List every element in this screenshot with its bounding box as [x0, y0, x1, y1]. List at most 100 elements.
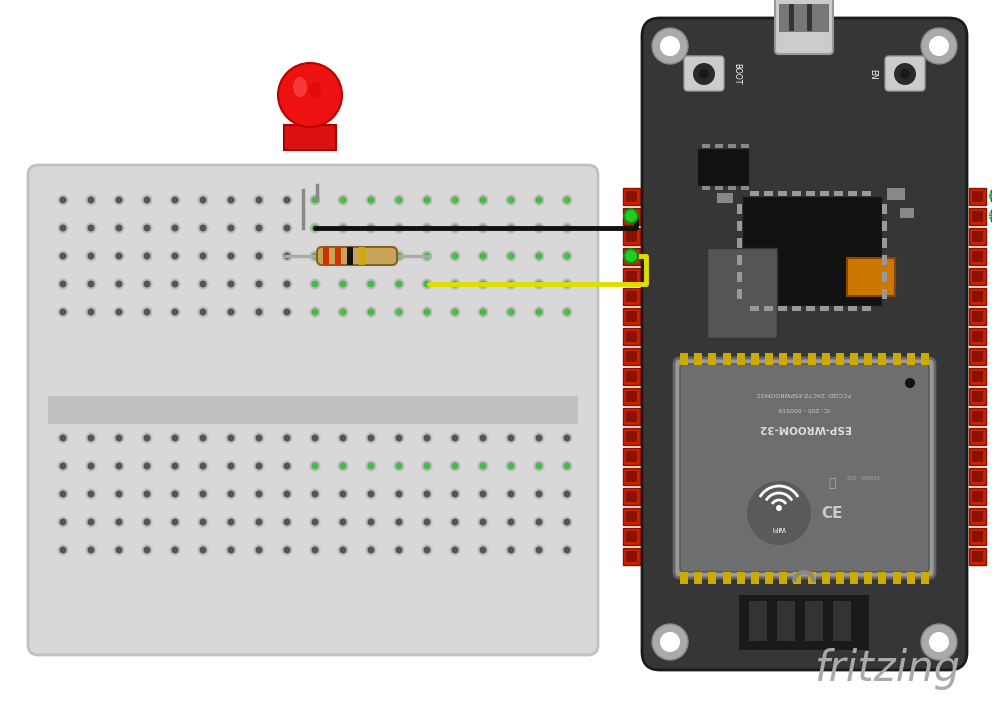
Circle shape [424, 281, 431, 288]
Circle shape [115, 281, 122, 288]
Circle shape [508, 281, 515, 288]
Bar [626, 511, 637, 522]
Circle shape [508, 225, 515, 231]
Circle shape [424, 309, 431, 316]
Bar [626, 291, 637, 302]
Circle shape [254, 432, 265, 443]
Circle shape [199, 518, 206, 526]
Bar [750, 191, 759, 196]
Circle shape [561, 223, 572, 233]
Circle shape [144, 309, 151, 316]
Circle shape [396, 281, 403, 288]
Text: D4: D4 [616, 271, 621, 281]
Bar [882, 238, 887, 248]
Bar [969, 288, 986, 305]
Bar [969, 368, 986, 385]
Bar [806, 306, 815, 311]
Circle shape [85, 516, 96, 528]
Circle shape [225, 251, 236, 261]
Circle shape [337, 432, 348, 443]
Text: EN: EN [988, 472, 992, 480]
Bar [623, 548, 640, 565]
Bar [626, 371, 637, 382]
Circle shape [87, 490, 94, 498]
Circle shape [172, 435, 179, 442]
Circle shape [144, 196, 151, 203]
Circle shape [115, 518, 122, 526]
Circle shape [282, 223, 293, 233]
FancyBboxPatch shape [674, 358, 935, 578]
Circle shape [58, 516, 68, 528]
Text: TX0: TX0 [616, 430, 621, 442]
Circle shape [534, 306, 545, 317]
Circle shape [508, 435, 515, 442]
Bar [623, 288, 640, 305]
Circle shape [197, 544, 208, 556]
Circle shape [60, 463, 66, 470]
Circle shape [227, 463, 234, 470]
Circle shape [227, 518, 234, 526]
Circle shape [144, 546, 151, 553]
Circle shape [337, 195, 348, 205]
Circle shape [337, 279, 348, 289]
Circle shape [310, 251, 320, 261]
Circle shape [254, 251, 265, 261]
Circle shape [337, 223, 348, 233]
Bar [882, 255, 887, 265]
Circle shape [199, 253, 206, 259]
Circle shape [479, 518, 486, 526]
Circle shape [449, 279, 460, 289]
Bar [792, 306, 801, 311]
Circle shape [451, 435, 458, 442]
Circle shape [142, 460, 153, 472]
Circle shape [115, 196, 122, 203]
Bar [737, 204, 742, 214]
Circle shape [990, 188, 992, 204]
Circle shape [85, 223, 96, 233]
Circle shape [624, 209, 638, 223]
Circle shape [534, 544, 545, 556]
Bar [751, 572, 759, 584]
Circle shape [561, 516, 572, 528]
Bar [836, 353, 844, 365]
Text: D22: D22 [616, 470, 621, 483]
Bar [722, 572, 730, 584]
Circle shape [396, 518, 403, 526]
Text: BOOT: BOOT [732, 63, 741, 84]
Circle shape [339, 435, 346, 442]
Circle shape [563, 196, 570, 203]
Circle shape [197, 306, 208, 317]
Circle shape [282, 488, 293, 500]
Bar [820, 306, 829, 311]
Circle shape [477, 279, 488, 289]
Circle shape [396, 225, 403, 231]
Circle shape [87, 546, 94, 553]
Bar [737, 272, 742, 282]
Bar [972, 371, 983, 382]
Bar [969, 508, 986, 525]
Circle shape [282, 251, 293, 261]
Circle shape [477, 306, 488, 317]
Circle shape [170, 516, 181, 528]
Circle shape [337, 544, 348, 556]
Circle shape [311, 281, 318, 288]
Bar [623, 428, 640, 445]
Circle shape [367, 196, 375, 203]
Text: GND: GND [616, 209, 621, 223]
Circle shape [225, 223, 236, 233]
Circle shape [365, 195, 377, 205]
Circle shape [256, 309, 263, 316]
Circle shape [227, 253, 234, 259]
Circle shape [921, 624, 957, 660]
Circle shape [990, 208, 992, 224]
Circle shape [85, 460, 96, 472]
Circle shape [225, 195, 236, 205]
Circle shape [144, 518, 151, 526]
Circle shape [339, 225, 346, 231]
Circle shape [170, 251, 181, 261]
Circle shape [449, 516, 460, 528]
Bar [821, 353, 829, 365]
Bar [623, 448, 640, 465]
Bar [749, 601, 767, 641]
Bar [697, 148, 749, 186]
